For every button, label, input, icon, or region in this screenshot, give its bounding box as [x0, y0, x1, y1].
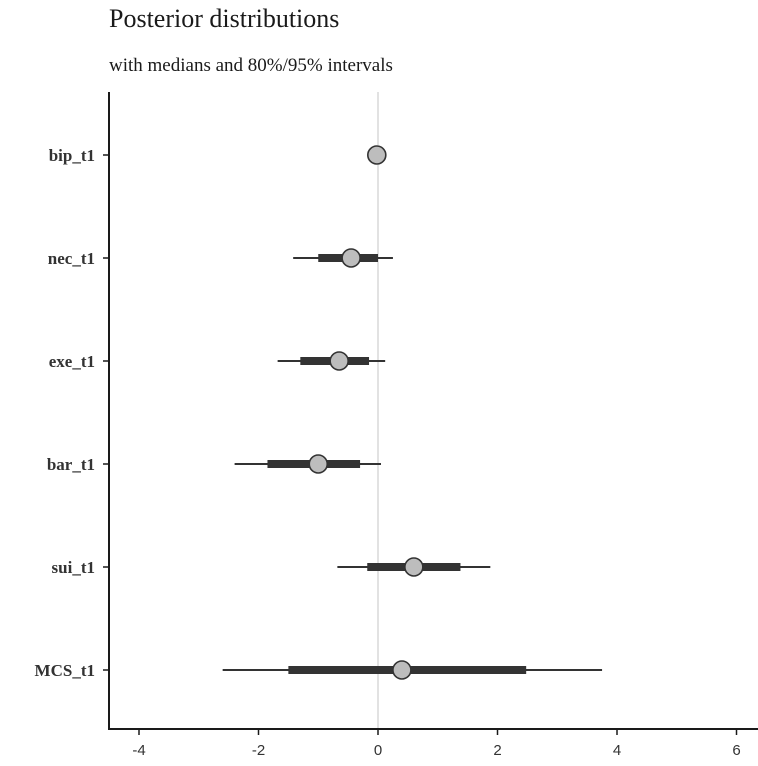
intervals-layer: [222, 145, 603, 680]
x-tick-label: -2: [252, 742, 265, 759]
y-tick-label: exe_t1: [49, 352, 95, 371]
median-point-MCS_t1: [392, 660, 412, 680]
x-tick-label: -4: [132, 742, 145, 759]
x-tick-label: 0: [374, 742, 382, 759]
median-point-nec_t1: [341, 248, 361, 268]
median-point-exe_t1: [329, 351, 349, 371]
x-tick-label: 4: [613, 742, 621, 759]
median-point-sui_t1: [404, 557, 424, 577]
y-tick-label: bip_t1: [49, 146, 95, 165]
axes: -4 -2 0 2 4 6 bip_t1 nec_t1 exe_t1 bar_t1 sui_t1 MC…: [35, 92, 758, 759]
chart-title: Posterior distributions: [109, 4, 340, 33]
x-tick-label: 6: [732, 742, 740, 759]
y-tick-label: MCS_t1: [35, 661, 95, 680]
x-tick-label: 2: [493, 742, 501, 759]
chart-subtitle: with medians and 80%/95% intervals: [109, 55, 393, 76]
median-point-bip_t1: [367, 145, 387, 165]
y-tick-label: bar_t1: [47, 455, 95, 474]
y-tick-label: nec_t1: [48, 249, 95, 268]
y-tick-label: sui_t1: [52, 558, 95, 577]
median-point-bar_t1: [308, 454, 329, 474]
